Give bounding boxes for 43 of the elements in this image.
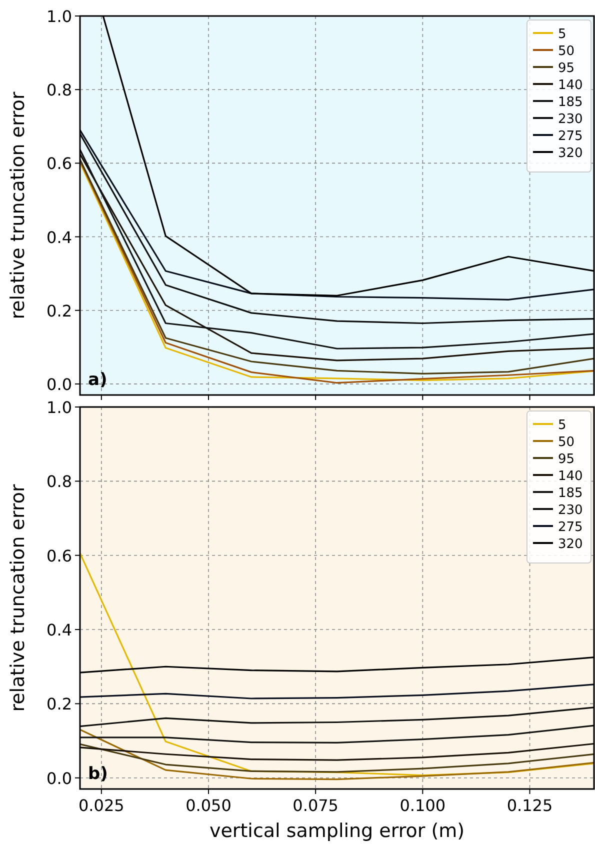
legend-label: 275 [558,129,583,144]
x-tick-label: 0.100 [400,796,446,815]
y-axis-title: relative truncation error [7,484,29,712]
annotation: b) [88,764,108,784]
x-tick-label: 0.025 [78,796,124,815]
y-tick-label: 1.0 [46,398,72,417]
legend-label: 5 [558,27,566,42]
y-tick-label: 0.4 [46,620,72,640]
legend-label: 50 [558,44,575,59]
x-tick-label: 0.125 [506,796,553,815]
y-tick-label: 0.0 [46,374,72,394]
line-series [80,706,594,728]
legend-label: 95 [558,61,575,76]
line-series [80,684,594,700]
line-series [80,728,594,780]
legend-label: 320 [558,537,583,552]
x-tick-label: 0.075 [292,796,338,815]
legend-label: 185 [558,486,583,501]
legend-label: 140 [558,78,583,93]
legend-label: 95 [558,452,575,467]
legend-label: 275 [558,520,583,535]
line-series [80,742,594,761]
y-tick-label: 0.8 [46,472,72,492]
line-series [80,724,594,744]
y-tick-label: 1.0 [46,7,72,26]
y-axis-title: relative truncation error [7,92,29,320]
y-tick-label: 0.8 [46,80,72,100]
y-tick-label: 0.0 [46,768,72,788]
legend-label: 5 [558,418,566,433]
y-tick-label: 0.2 [46,301,72,320]
legend-label: 140 [558,469,583,484]
legend-label: 185 [558,95,583,110]
x-tick-label: 0.050 [186,796,232,815]
y-tick-label: 0.2 [46,694,72,714]
x-axis-title: vertical sampling error (m) [209,820,465,842]
y-tick-label: 0.6 [46,154,72,174]
legend-label: 230 [558,112,583,127]
annotation: a) [88,370,108,390]
y-tick-label: 0.4 [46,228,72,247]
legend-label: 320 [558,146,583,161]
y-tick-label: 0.6 [46,546,72,566]
legend-label: 50 [558,435,575,450]
legend-label: 230 [558,503,583,518]
